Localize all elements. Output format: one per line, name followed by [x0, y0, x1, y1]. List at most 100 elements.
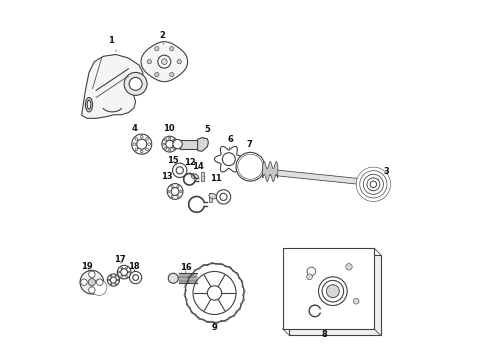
Bar	[289, 255, 381, 335]
Circle shape	[117, 265, 131, 279]
Circle shape	[126, 267, 127, 269]
Circle shape	[166, 140, 173, 148]
Circle shape	[238, 165, 242, 168]
Circle shape	[126, 276, 127, 278]
Circle shape	[115, 275, 117, 277]
Circle shape	[353, 298, 359, 304]
Circle shape	[81, 279, 87, 285]
Circle shape	[174, 143, 176, 145]
Circle shape	[165, 147, 167, 149]
Text: 4: 4	[132, 123, 140, 135]
Circle shape	[158, 55, 171, 68]
Text: 1: 1	[108, 36, 117, 51]
Text: 2: 2	[160, 31, 166, 44]
Circle shape	[168, 273, 178, 283]
Circle shape	[141, 150, 143, 153]
Circle shape	[89, 271, 95, 278]
Circle shape	[238, 154, 263, 179]
Circle shape	[176, 167, 183, 174]
Ellipse shape	[209, 193, 217, 199]
Bar	[209, 193, 212, 202]
Text: 10: 10	[163, 124, 175, 136]
Text: 5: 5	[203, 125, 210, 138]
Circle shape	[155, 46, 159, 51]
Circle shape	[146, 148, 148, 151]
Text: 9: 9	[212, 323, 218, 332]
Circle shape	[171, 195, 173, 198]
Circle shape	[173, 139, 182, 149]
Text: 19: 19	[81, 262, 93, 271]
Circle shape	[169, 149, 171, 151]
Text: 18: 18	[128, 262, 140, 272]
Circle shape	[243, 174, 247, 178]
Polygon shape	[82, 54, 143, 118]
Circle shape	[193, 271, 236, 315]
Circle shape	[254, 174, 258, 178]
Circle shape	[207, 286, 221, 300]
Circle shape	[129, 77, 142, 90]
Bar	[283, 248, 374, 329]
Circle shape	[356, 167, 391, 202]
Text: 3: 3	[378, 167, 389, 180]
Circle shape	[162, 136, 177, 152]
Circle shape	[161, 59, 167, 64]
Circle shape	[185, 264, 244, 322]
Polygon shape	[141, 42, 188, 82]
Circle shape	[177, 59, 181, 64]
Circle shape	[128, 271, 130, 273]
Circle shape	[171, 185, 173, 188]
Circle shape	[177, 185, 179, 188]
Circle shape	[367, 178, 380, 191]
Circle shape	[307, 274, 313, 280]
Circle shape	[165, 139, 167, 141]
Circle shape	[220, 193, 227, 201]
Circle shape	[171, 188, 179, 195]
Text: 15: 15	[167, 156, 178, 165]
Circle shape	[168, 190, 170, 193]
Circle shape	[121, 269, 127, 275]
Circle shape	[117, 279, 119, 281]
Circle shape	[173, 139, 175, 141]
Circle shape	[216, 190, 231, 204]
Circle shape	[155, 72, 159, 77]
Ellipse shape	[87, 100, 91, 109]
Circle shape	[88, 279, 96, 286]
Text: 8: 8	[321, 330, 327, 339]
Circle shape	[91, 280, 107, 296]
Circle shape	[148, 143, 150, 145]
Circle shape	[370, 181, 377, 188]
Circle shape	[133, 143, 136, 145]
Circle shape	[170, 46, 174, 51]
Text: 14: 14	[192, 162, 203, 174]
Circle shape	[110, 283, 112, 285]
Circle shape	[141, 135, 143, 138]
Circle shape	[146, 138, 148, 140]
Circle shape	[89, 287, 95, 293]
Circle shape	[346, 264, 352, 270]
Ellipse shape	[85, 98, 93, 112]
Circle shape	[172, 163, 187, 177]
Text: 16: 16	[180, 264, 192, 273]
Circle shape	[364, 174, 383, 194]
Circle shape	[132, 134, 152, 154]
Circle shape	[110, 275, 112, 277]
Circle shape	[360, 171, 387, 198]
Circle shape	[326, 285, 339, 298]
Circle shape	[222, 153, 235, 166]
Circle shape	[80, 270, 104, 294]
Text: 17: 17	[114, 255, 125, 264]
Circle shape	[177, 195, 179, 198]
Circle shape	[243, 159, 258, 174]
Circle shape	[173, 147, 175, 149]
Circle shape	[118, 271, 120, 273]
Circle shape	[147, 59, 151, 64]
Circle shape	[254, 156, 258, 159]
Circle shape	[318, 277, 347, 306]
Circle shape	[97, 279, 103, 285]
Circle shape	[236, 152, 265, 181]
Circle shape	[110, 277, 117, 283]
Circle shape	[121, 276, 122, 278]
Circle shape	[167, 184, 183, 199]
Circle shape	[259, 165, 263, 168]
Polygon shape	[197, 138, 208, 151]
